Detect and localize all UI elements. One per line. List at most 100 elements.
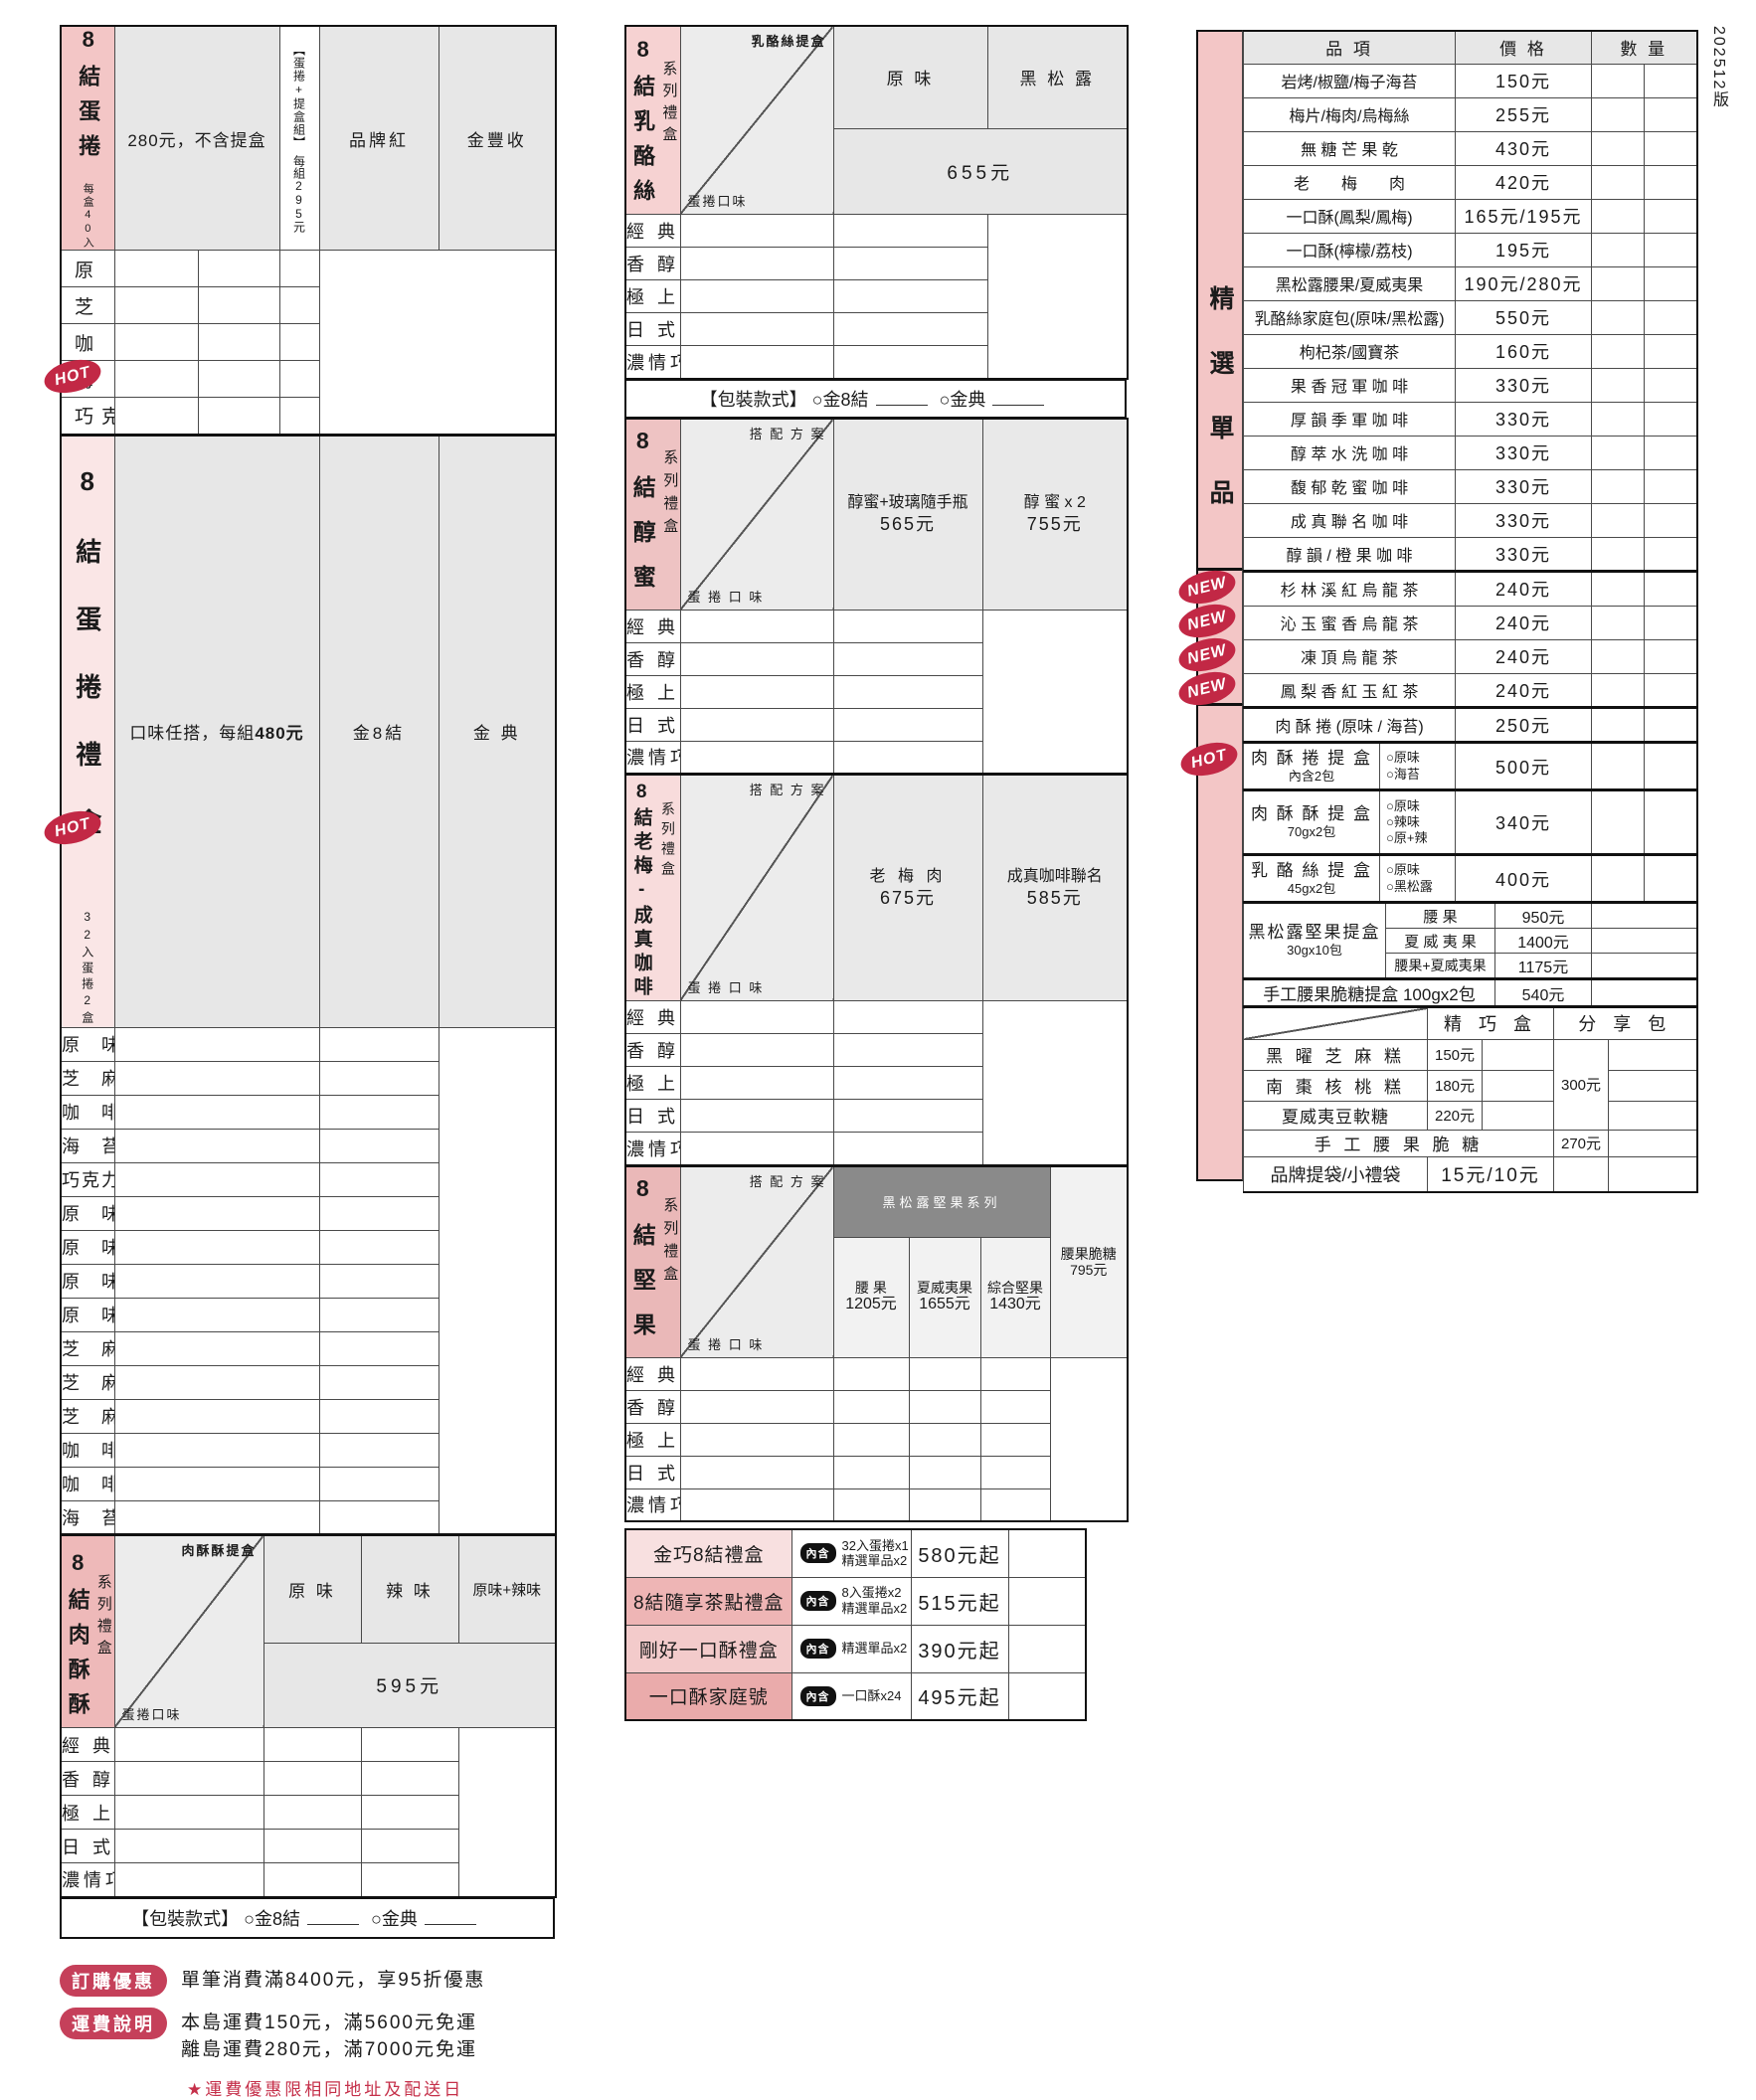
qty-cell[interactable] [679, 707, 834, 742]
qty-cell[interactable] [679, 1099, 834, 1133]
qty-cell[interactable] [832, 707, 983, 742]
qty-cell[interactable] [263, 1795, 362, 1830]
qty-cell[interactable] [263, 1829, 362, 1863]
qty-cell[interactable] [832, 1488, 910, 1522]
qty-cell[interactable] [113, 1026, 320, 1062]
option-original[interactable]: ○原味 [1386, 797, 1420, 813]
qty-cell[interactable] [1644, 672, 1697, 708]
qty-cell[interactable] [1591, 605, 1645, 640]
blank-line[interactable] [424, 1909, 476, 1925]
qty-cell[interactable] [979, 1422, 1051, 1457]
qty-cell[interactable] [1644, 742, 1697, 790]
qty-cell[interactable] [360, 1727, 459, 1762]
qty-cell[interactable] [979, 1455, 1051, 1489]
qty-cell[interactable] [113, 1499, 320, 1535]
qty-cell[interactable] [113, 1161, 320, 1197]
qty-cell[interactable] [360, 1862, 459, 1897]
qty-cell[interactable] [278, 397, 320, 435]
qty-cell[interactable] [197, 250, 280, 287]
qty-cell[interactable] [1591, 789, 1645, 855]
qty-cell[interactable] [908, 1389, 981, 1424]
qty-cell[interactable] [832, 1455, 910, 1489]
qty-cell[interactable] [679, 1488, 834, 1522]
packaging-option-classic[interactable]: ○金典 [371, 1908, 418, 1929]
qty-cell[interactable] [1591, 854, 1645, 903]
qty-cell[interactable] [832, 1099, 983, 1133]
qty-cell[interactable] [113, 250, 199, 287]
qty-cell[interactable] [113, 1795, 264, 1830]
qty-cell[interactable] [1007, 1671, 1087, 1721]
qty-cell[interactable] [113, 1727, 264, 1762]
qty-cell[interactable] [1591, 468, 1645, 504]
qty-cell[interactable] [1643, 435, 1698, 470]
qty-cell[interactable] [278, 286, 320, 324]
qty-cell[interactable] [832, 740, 983, 775]
qty-cell[interactable] [1644, 707, 1697, 743]
qty-cell[interactable] [318, 1398, 439, 1434]
qty-cell[interactable] [113, 1761, 264, 1796]
qty-cell[interactable] [679, 1066, 834, 1100]
qty-cell[interactable] [197, 360, 280, 398]
qty-cell[interactable] [1591, 742, 1645, 790]
qty-cell[interactable] [1643, 299, 1698, 335]
qty-cell[interactable] [1643, 164, 1698, 200]
qty-cell[interactable] [113, 1297, 320, 1332]
qty-cell[interactable] [113, 360, 199, 398]
qty-cell[interactable] [832, 1422, 910, 1457]
qty-cell[interactable] [113, 1398, 320, 1434]
qty-cell[interactable] [1643, 96, 1698, 132]
qty-cell[interactable] [113, 1829, 264, 1863]
packaging-option-classic[interactable]: ○金典 [939, 389, 986, 410]
qty-cell[interactable] [679, 609, 834, 643]
qty-cell[interactable] [113, 1060, 320, 1096]
qty-cell[interactable] [318, 1330, 439, 1366]
qty-cell[interactable] [360, 1829, 459, 1863]
qty-cell[interactable] [1644, 605, 1697, 640]
qty-cell[interactable] [1608, 1038, 1698, 1071]
qty-cell[interactable] [113, 286, 199, 324]
qty-cell[interactable] [679, 740, 834, 775]
qty-cell[interactable] [318, 1195, 439, 1231]
qty-cell[interactable] [113, 323, 199, 361]
qty-cell[interactable] [1481, 1100, 1555, 1131]
qty-cell[interactable] [1591, 571, 1645, 607]
qty-cell[interactable] [1643, 333, 1698, 369]
blank-line[interactable] [875, 390, 928, 406]
packaging-option-gold8[interactable]: ○金8結 [811, 389, 869, 410]
qty-cell[interactable] [278, 250, 320, 287]
qty-cell[interactable] [318, 1297, 439, 1332]
qty-cell[interactable] [1608, 1100, 1698, 1131]
qty-cell[interactable] [360, 1761, 459, 1796]
qty-cell[interactable] [318, 1364, 439, 1400]
qty-cell[interactable] [1591, 96, 1645, 132]
qty-cell[interactable] [1591, 435, 1645, 470]
qty-cell[interactable] [832, 1066, 983, 1100]
qty-cell[interactable] [1591, 978, 1697, 1007]
qty-cell[interactable] [832, 641, 983, 676]
qty-cell[interactable] [1644, 789, 1697, 855]
qty-cell[interactable] [1591, 367, 1645, 403]
qty-cell[interactable] [1591, 672, 1645, 708]
qty-cell[interactable] [1591, 130, 1645, 166]
qty-cell[interactable] [1643, 198, 1698, 234]
option-spicy[interactable]: ○辣味 [1386, 813, 1420, 829]
qty-cell[interactable] [1591, 333, 1645, 369]
qty-cell[interactable] [679, 1000, 834, 1034]
qty-cell[interactable] [1591, 299, 1645, 335]
qty-cell[interactable] [679, 279, 834, 313]
qty-cell[interactable] [832, 279, 988, 313]
qty-cell[interactable] [908, 1488, 981, 1522]
option-original[interactable]: ○原味 [1386, 862, 1420, 878]
qty-cell[interactable] [1643, 130, 1698, 166]
qty-cell[interactable] [679, 1132, 834, 1165]
qty-cell[interactable] [979, 1488, 1051, 1522]
qty-cell[interactable] [679, 1389, 834, 1424]
qty-cell[interactable] [1644, 638, 1697, 674]
qty-cell[interactable] [318, 1094, 439, 1130]
qty-cell[interactable] [1007, 1576, 1087, 1626]
qty-cell[interactable] [1007, 1624, 1087, 1673]
qty-cell[interactable] [197, 286, 280, 324]
qty-cell[interactable] [1481, 1038, 1555, 1071]
qty-cell[interactable] [318, 1499, 439, 1535]
qty-cell[interactable] [318, 1161, 439, 1197]
